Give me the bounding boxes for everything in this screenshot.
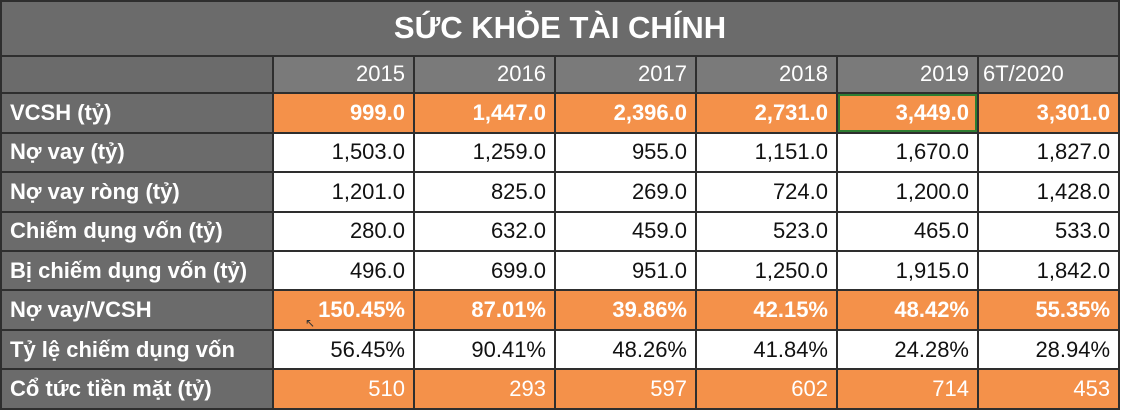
row-label[interactable]: Nợ vay/VCSH <box>0 289 274 331</box>
value-cell[interactable]: 1,201.0 <box>272 171 415 213</box>
value-cell[interactable]: 48.26% <box>554 328 697 371</box>
value-cell[interactable]: 951.0 <box>554 249 697 292</box>
year-cell[interactable]: 2016 <box>413 54 556 95</box>
value-cell[interactable]: 28.94% <box>976 328 1121 371</box>
value-cell[interactable]: 724.0 <box>695 171 838 213</box>
table-row: Chiếm dụng vốn (tỷ) 280.0 632.0 459.0 52… <box>0 210 1121 252</box>
mouse-cursor-icon: ↖ <box>305 316 316 330</box>
table-row: Nợ vay/VCSH 150.45% 87.01% 39.86% 42.15%… <box>0 289 1121 331</box>
value-cell[interactable]: 1,447.0 <box>413 92 556 134</box>
value-cell[interactable]: 597 <box>554 368 697 410</box>
year-cell[interactable]: 2015 <box>272 54 415 95</box>
value-cell[interactable]: 56.45% <box>272 328 415 371</box>
row-label[interactable]: Bị chiếm dụng vốn (tỷ) <box>0 249 274 292</box>
value-cell[interactable]: 2,396.0 <box>554 92 697 134</box>
table-row: Nợ vay ròng (tỷ) 1,201.0 825.0 269.0 724… <box>0 171 1121 213</box>
row-label[interactable]: Nợ vay (tỷ) <box>0 131 274 174</box>
value-cell[interactable]: 714 <box>836 368 979 410</box>
value-cell[interactable]: 510 <box>272 368 415 410</box>
row-label[interactable]: Tỷ lệ chiếm dụng vốn <box>0 328 274 371</box>
value-cell[interactable]: 42.15% <box>695 289 838 331</box>
table-row: VCSH (tỷ) 999.0 1,447.0 2,396.0 2,731.0 … <box>0 92 1121 134</box>
value-cell[interactable]: 39.86% <box>554 289 697 331</box>
table-title[interactable]: SỨC KHỎE TÀI CHÍNH <box>0 0 1121 57</box>
value-cell[interactable]: 632.0 <box>413 210 556 252</box>
value-cell[interactable]: 1,503.0 <box>272 131 415 174</box>
table-row: Cổ tức tiền mặt (tỷ) 510 293 597 602 714… <box>0 368 1121 410</box>
value-cell[interactable]: 90.41% <box>413 328 556 371</box>
value-cell[interactable]: 955.0 <box>554 131 697 174</box>
value-cell[interactable]: 1,827.0 <box>976 131 1121 174</box>
value-cell[interactable]: 2,731.0 <box>695 92 838 134</box>
value-cell[interactable]: 1,915.0 <box>836 249 979 292</box>
value-cell[interactable]: 48.42% <box>836 289 979 331</box>
value-cell[interactable]: 41.84% <box>695 328 838 371</box>
value-cell[interactable]: 602 <box>695 368 838 410</box>
table-row: Tỷ lệ chiếm dụng vốn 56.45% 90.41% 48.26… <box>0 328 1121 371</box>
value-cell[interactable]: 1,428.0 <box>976 171 1121 213</box>
value-cell[interactable]: 269.0 <box>554 171 697 213</box>
value-cell[interactable]: 280.0 <box>272 210 415 252</box>
value-cell[interactable]: 699.0 <box>413 249 556 292</box>
value-cell[interactable]: 293 <box>413 368 556 410</box>
year-cell[interactable]: 2019 <box>836 54 979 95</box>
value-cell[interactable]: 825.0 <box>413 171 556 213</box>
table-row: Nợ vay (tỷ) 1,503.0 1,259.0 955.0 1,151.… <box>0 131 1121 174</box>
value-cell[interactable]: 523.0 <box>695 210 838 252</box>
value-cell[interactable]: 150.45% <box>272 289 415 331</box>
value-cell[interactable]: 87.01% <box>413 289 556 331</box>
value-cell[interactable]: 3,301.0 <box>976 92 1121 134</box>
row-label[interactable]: Cổ tức tiền mặt (tỷ) <box>0 368 274 410</box>
year-header-row: 2015 2016 2017 2018 2019 6T/2020 <box>0 54 1121 95</box>
value-cell[interactable]: 1,151.0 <box>695 131 838 174</box>
year-cell[interactable]: 2017 <box>554 54 697 95</box>
row-label[interactable]: VCSH (tỷ) <box>0 92 274 134</box>
value-cell[interactable]: 1,259.0 <box>413 131 556 174</box>
year-cell[interactable]: 2018 <box>695 54 838 95</box>
value-cell[interactable]: 1,670.0 <box>836 131 979 174</box>
year-cell[interactable]: 6T/2020 <box>976 54 1121 95</box>
value-cell[interactable]: 453 <box>976 368 1121 410</box>
header-corner-cell[interactable] <box>0 54 274 95</box>
row-label[interactable]: Nợ vay ròng (tỷ) <box>0 171 274 213</box>
table-row: Bị chiếm dụng vốn (tỷ) 496.0 699.0 951.0… <box>0 249 1121 292</box>
value-cell[interactable]: 459.0 <box>554 210 697 252</box>
value-cell[interactable]: 1,842.0 <box>976 249 1121 292</box>
value-cell[interactable]: 24.28% <box>836 328 979 371</box>
value-cell[interactable]: 55.35% <box>976 289 1121 331</box>
value-cell[interactable]: 1,200.0 <box>836 171 979 213</box>
value-cell[interactable]: 533.0 <box>976 210 1121 252</box>
value-cell[interactable]: 465.0 <box>836 210 979 252</box>
value-cell[interactable]: 496.0 <box>272 249 415 292</box>
row-label[interactable]: Chiếm dụng vốn (tỷ) <box>0 210 274 252</box>
value-cell[interactable]: 999.0 <box>272 92 415 134</box>
selected-value-cell[interactable]: 3,449.0 <box>836 92 979 134</box>
value-cell[interactable]: 1,250.0 <box>695 249 838 292</box>
